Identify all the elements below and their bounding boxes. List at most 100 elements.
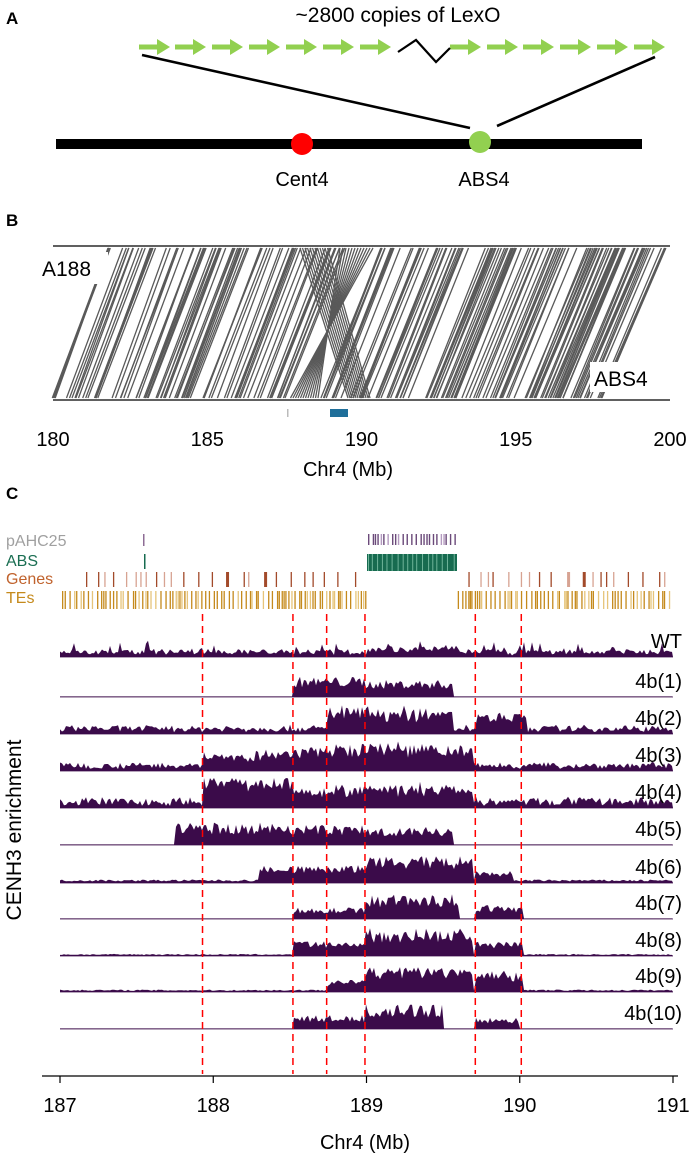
te-tick <box>197 591 199 609</box>
panel-b-tick-label: 200 <box>653 429 686 451</box>
te-tick <box>97 591 99 609</box>
te-tick <box>571 591 573 609</box>
synteny-line <box>146 247 206 399</box>
gene-tick <box>145 572 147 587</box>
panel-c-label: C <box>6 484 18 503</box>
te-tick <box>241 591 243 609</box>
panel-a: A ~2800 copies of LexO Cent4 ABS4 <box>6 4 665 191</box>
abs-track-gap <box>381 554 383 571</box>
te-tick <box>120 591 122 609</box>
gene-tick <box>248 572 250 587</box>
panel-c-tick-label: 188 <box>197 1095 230 1117</box>
te-tick <box>134 591 137 609</box>
synteny-line <box>541 247 604 399</box>
te-tick <box>262 591 265 609</box>
synteny-line <box>334 247 395 399</box>
synteny-line <box>477 247 540 399</box>
te-tick <box>520 591 523 609</box>
synteny-line <box>465 247 530 399</box>
te-tick <box>547 591 550 609</box>
lexo-arrow-head <box>193 39 206 55</box>
synteny-line <box>111 247 167 399</box>
pahc25-tick <box>392 534 394 545</box>
gene-tick <box>520 572 523 587</box>
te-tick <box>109 591 111 609</box>
te-tick <box>510 591 513 609</box>
te-tick <box>617 591 619 609</box>
coverage-track-4b(5) <box>60 822 673 845</box>
te-tick <box>333 591 336 609</box>
te-tick <box>228 591 231 609</box>
te-tick <box>326 591 328 609</box>
sample-label: 4b(7) <box>635 893 682 915</box>
te-tick <box>221 591 223 609</box>
te-tick <box>169 591 171 609</box>
synteny-line <box>494 247 557 399</box>
pahc25-tick <box>387 534 389 545</box>
te-tick <box>216 591 218 609</box>
pahc25-tick <box>394 534 397 545</box>
te-tick <box>515 591 517 609</box>
synteny-line <box>530 247 596 399</box>
sample-label: 4b(3) <box>635 745 682 767</box>
synteny-line <box>453 247 516 399</box>
synteny-line <box>389 247 453 399</box>
track-label-abs: ABS <box>6 553 38 570</box>
gene-tick <box>211 572 214 587</box>
te-tick <box>74 591 76 609</box>
te-tick <box>132 591 135 609</box>
synteny-line-crossing <box>311 247 359 399</box>
te-tick <box>288 591 290 609</box>
synteny-line <box>361 247 425 399</box>
te-tick <box>116 591 118 609</box>
synteny-line <box>559 247 624 399</box>
synteny-line <box>168 247 227 399</box>
synteny-line <box>239 247 298 399</box>
synteny-line <box>425 247 486 399</box>
synteny-line <box>147 247 207 399</box>
abs-track-gap <box>402 554 404 571</box>
te-tick <box>606 591 609 609</box>
abs-track-gap <box>416 554 418 571</box>
pahc25-tick <box>380 534 383 545</box>
synteny-line <box>402 247 464 399</box>
synteny-line <box>138 247 195 399</box>
te-tick <box>588 591 590 609</box>
synteny-line <box>155 247 214 399</box>
abs-track-gap <box>432 554 434 571</box>
lexo-arrow-head <box>304 39 317 55</box>
synteny-line <box>210 247 271 399</box>
te-tick <box>557 591 559 609</box>
abs4-label-mask <box>590 362 672 392</box>
synteny-line <box>570 247 635 399</box>
gene-tick <box>304 572 306 587</box>
synteny-line <box>253 247 312 399</box>
te-tick <box>479 591 481 609</box>
synteny-line <box>235 247 295 399</box>
gene-tick <box>605 572 608 587</box>
sample-label: 4b(4) <box>635 782 682 804</box>
gene-tick <box>104 572 106 587</box>
coverage-track-4b(8) <box>60 928 673 956</box>
te-tick <box>332 591 334 609</box>
pahc25-tick <box>383 534 385 545</box>
gene-tick <box>337 572 339 587</box>
panel-b-tick-label: 195 <box>499 429 532 451</box>
sample-label: 4b(2) <box>635 708 682 730</box>
synteny-line <box>549 247 613 399</box>
abs-track-gap <box>446 554 448 571</box>
synteny-line <box>97 247 157 399</box>
te-tick <box>101 591 103 609</box>
synteny-line <box>577 247 644 399</box>
panel-c-tick-label: 187 <box>43 1095 76 1117</box>
te-tick <box>122 591 124 609</box>
te-tick <box>80 591 82 609</box>
panel-b-axis-ticks: 180 185 190 195 200 <box>36 429 686 451</box>
gene-tick <box>480 572 482 587</box>
abs-track-tick <box>144 554 146 569</box>
te-tick <box>145 591 147 609</box>
te-tick <box>531 591 533 609</box>
te-tick <box>543 591 545 609</box>
pahc25-tick <box>423 534 425 545</box>
